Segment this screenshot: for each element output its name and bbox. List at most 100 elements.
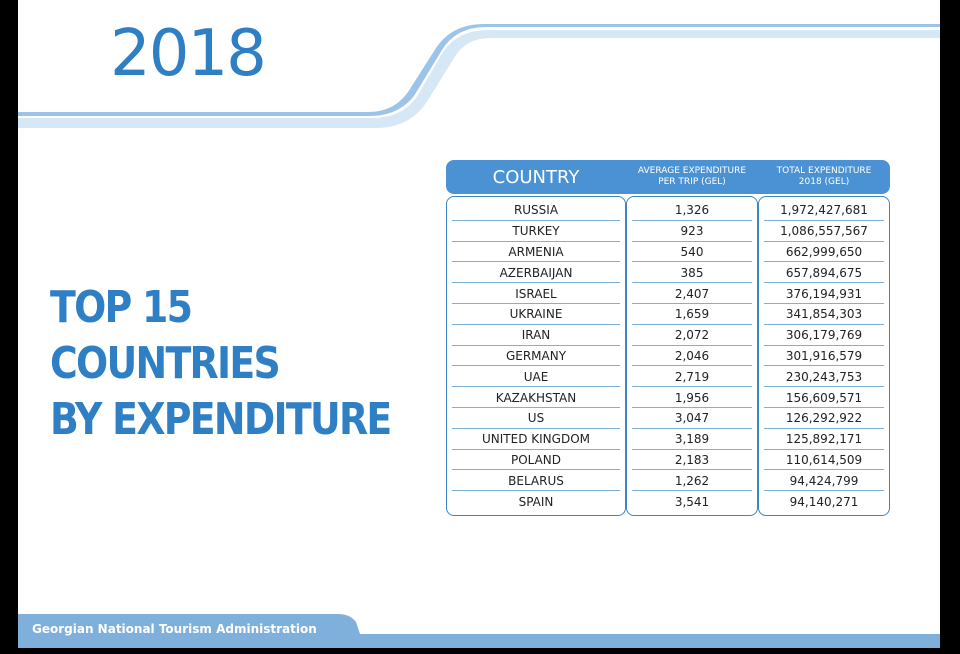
row-average-expenditure: 2,407 — [674, 286, 710, 301]
row-total-expenditure: 657,894,675 — [785, 265, 863, 280]
row-country: UAE — [523, 369, 549, 384]
row-total-expenditure: 94,140,271 — [789, 494, 859, 509]
average-column-frame — [626, 196, 758, 516]
row-divider — [452, 406, 620, 408]
row-total-expenditure: 156,609,571 — [785, 390, 863, 405]
row-total-expenditure: 94,424,799 — [789, 473, 859, 488]
table-row: RUSSIA 1,326 1,972,427,681 — [446, 200, 890, 221]
row-divider — [452, 365, 620, 367]
row-total-expenditure: 662,999,650 — [785, 244, 863, 259]
row-total-expenditure: 230,243,753 — [785, 369, 863, 384]
table-row: US 3,047 126,292,922 — [446, 408, 890, 429]
row-total-expenditure: 376,194,931 — [785, 286, 863, 301]
row-divider — [764, 282, 884, 284]
row-divider — [632, 323, 752, 325]
table-row: GERMANY 2,046 301,916,579 — [446, 346, 890, 367]
row-country: TURKEY — [512, 224, 560, 239]
row-country: ARMENIA — [508, 244, 564, 259]
row-divider — [452, 469, 620, 471]
row-total-expenditure: 110,614,509 — [785, 452, 863, 467]
row-divider — [764, 344, 884, 346]
row-average-expenditure: 3,047 — [674, 411, 710, 426]
row-total-expenditure: 1,086,557,567 — [780, 224, 868, 239]
row-divider — [632, 490, 752, 492]
row-divider — [632, 427, 752, 429]
row-total-expenditure: 301,916,579 — [785, 348, 863, 363]
row-divider — [764, 448, 884, 450]
row-country: UNITED KINGDOM — [482, 432, 590, 447]
header-total-line-2: 2018 (GEL) — [798, 177, 850, 187]
country-column-frame — [446, 196, 626, 516]
header-country: COUNTRY — [492, 166, 580, 188]
table-row: UAE 2,719 230,243,753 — [446, 366, 890, 388]
header-total-expenditure: TOTAL EXPENDITURE 2018 (GEL) — [758, 166, 890, 188]
row-divider — [764, 469, 884, 471]
row-divider — [452, 427, 620, 429]
footer-organization: Georgian National Tourism Administration — [32, 622, 317, 636]
headline-line-2: COUNTRIES — [50, 338, 281, 389]
row-divider — [452, 490, 620, 492]
row-average-expenditure: 540 — [680, 244, 704, 259]
table-row: UKRAINE 1,659 341,854,303 — [446, 304, 890, 325]
header-average-line-2: PER TRIP (GEL) — [658, 177, 726, 187]
header-average-expenditure: AVERAGE EXPENDITURE PER TRIP (GEL) — [626, 166, 758, 188]
row-country: SPAIN — [518, 494, 554, 509]
header-total-line-1: TOTAL EXPENDITURE — [776, 166, 872, 176]
row-average-expenditure: 3,541 — [674, 494, 710, 509]
row-average-expenditure: 2,183 — [674, 452, 710, 467]
table-row: TURKEY 923 1,086,557,567 — [446, 221, 890, 242]
slide: 2018 TOP 15 COUNTRIES BY EXPENDITURE COU… — [18, 0, 940, 648]
year-title: 2018 — [110, 17, 267, 91]
row-average-expenditure: 2,719 — [674, 369, 710, 384]
row-divider — [632, 240, 752, 242]
headline: TOP 15 COUNTRIES BY EXPENDITURE — [50, 280, 392, 448]
row-total-expenditure: 341,854,303 — [785, 307, 863, 322]
table-row: KAZAKHSTAN 1,956 156,609,571 — [446, 387, 890, 408]
row-country: ISRAEL — [515, 286, 557, 301]
row-country: BELARUS — [508, 473, 564, 488]
row-divider — [452, 302, 620, 304]
row-country: GERMANY — [505, 348, 567, 363]
table-row: BELARUS 1,262 94,424,799 — [446, 470, 890, 492]
row-divider — [764, 427, 884, 429]
row-total-expenditure: 306,179,769 — [785, 328, 863, 343]
row-average-expenditure: 1,326 — [674, 203, 710, 218]
row-divider — [764, 365, 884, 367]
row-divider — [632, 344, 752, 346]
row-divider — [452, 219, 620, 221]
row-average-expenditure: 3,189 — [674, 432, 710, 447]
row-average-expenditure: 1,659 — [674, 307, 710, 322]
table-row: IRAN 2,072 306,179,769 — [446, 325, 890, 346]
row-divider — [764, 261, 884, 263]
row-divider — [632, 448, 752, 450]
headline-line-3: BY EXPENDITURE — [50, 394, 392, 445]
row-divider — [764, 490, 884, 492]
row-average-expenditure: 385 — [680, 265, 704, 280]
row-country: KAZAKHSTAN — [495, 390, 577, 405]
row-divider — [764, 386, 884, 388]
row-divider — [452, 240, 620, 242]
row-divider — [452, 323, 620, 325]
row-divider — [452, 448, 620, 450]
header-average-line-1: AVERAGE EXPENDITURE — [637, 166, 747, 176]
row-country: UKRAINE — [509, 307, 563, 322]
row-divider — [764, 240, 884, 242]
table-body: RUSSIA 1,326 1,972,427,681 TURKEY 923 1,086,5… — [446, 196, 890, 516]
row-divider — [632, 406, 752, 408]
table-row: POLAND 2,183 110,614,509 — [446, 450, 890, 471]
row-average-expenditure: 2,072 — [674, 328, 710, 343]
row-country: RUSSIA — [513, 203, 559, 218]
row-divider — [452, 344, 620, 346]
row-divider — [632, 386, 752, 388]
table-rows: RUSSIA 1,326 1,972,427,681 TURKEY 923 1,086,5… — [446, 200, 890, 512]
table-row: AZERBAIJAN 385 657,894,675 — [446, 262, 890, 284]
row-total-expenditure: 125,892,171 — [785, 432, 863, 447]
table-row: SPAIN 3,541 94,140,271 — [446, 491, 890, 512]
table-row: ISRAEL 2,407 376,194,931 — [446, 283, 890, 304]
row-divider — [764, 406, 884, 408]
row-average-expenditure: 1,262 — [674, 473, 710, 488]
row-country: AZERBAIJAN — [499, 265, 573, 280]
row-country: IRAN — [521, 328, 551, 343]
row-divider — [632, 282, 752, 284]
row-country: POLAND — [510, 452, 562, 467]
